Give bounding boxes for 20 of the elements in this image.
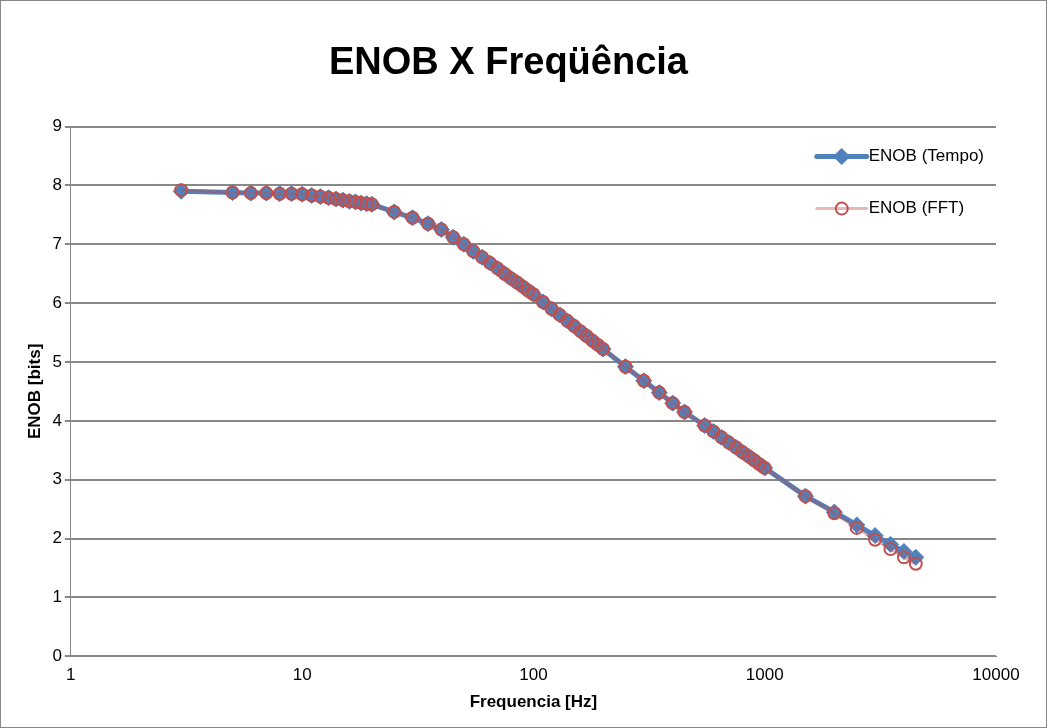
x-tick-label: 1000 — [745, 665, 784, 685]
x-tick-label: 10 — [292, 665, 312, 685]
chart-title: ENOB X Freqüência — [329, 40, 689, 83]
x-tick-label: 10000 — [972, 665, 1020, 685]
y-tick-label: 7 — [52, 233, 62, 253]
y-tick-label: 4 — [52, 410, 62, 430]
y-tick-label: 1 — [52, 587, 62, 607]
y-tick-label: 6 — [52, 292, 62, 312]
y-axis-title: ENOB [bits] — [24, 343, 44, 440]
y-tick-label: 9 — [52, 116, 62, 136]
x-tick-label: 1 — [66, 665, 76, 685]
legend-label: ENOB (FFT) — [868, 198, 965, 218]
x-axis-title: Frequencia [Hz] — [469, 692, 598, 712]
x-tick-label: 100 — [519, 665, 548, 685]
y-tick-label: 2 — [52, 528, 62, 548]
legend-label: ENOB (Tempo) — [868, 146, 984, 166]
y-tick-label: 8 — [52, 175, 62, 195]
y-tick-label: 0 — [52, 645, 62, 665]
y-tick-label: 5 — [52, 351, 62, 371]
y-tick-label: 3 — [52, 469, 62, 489]
